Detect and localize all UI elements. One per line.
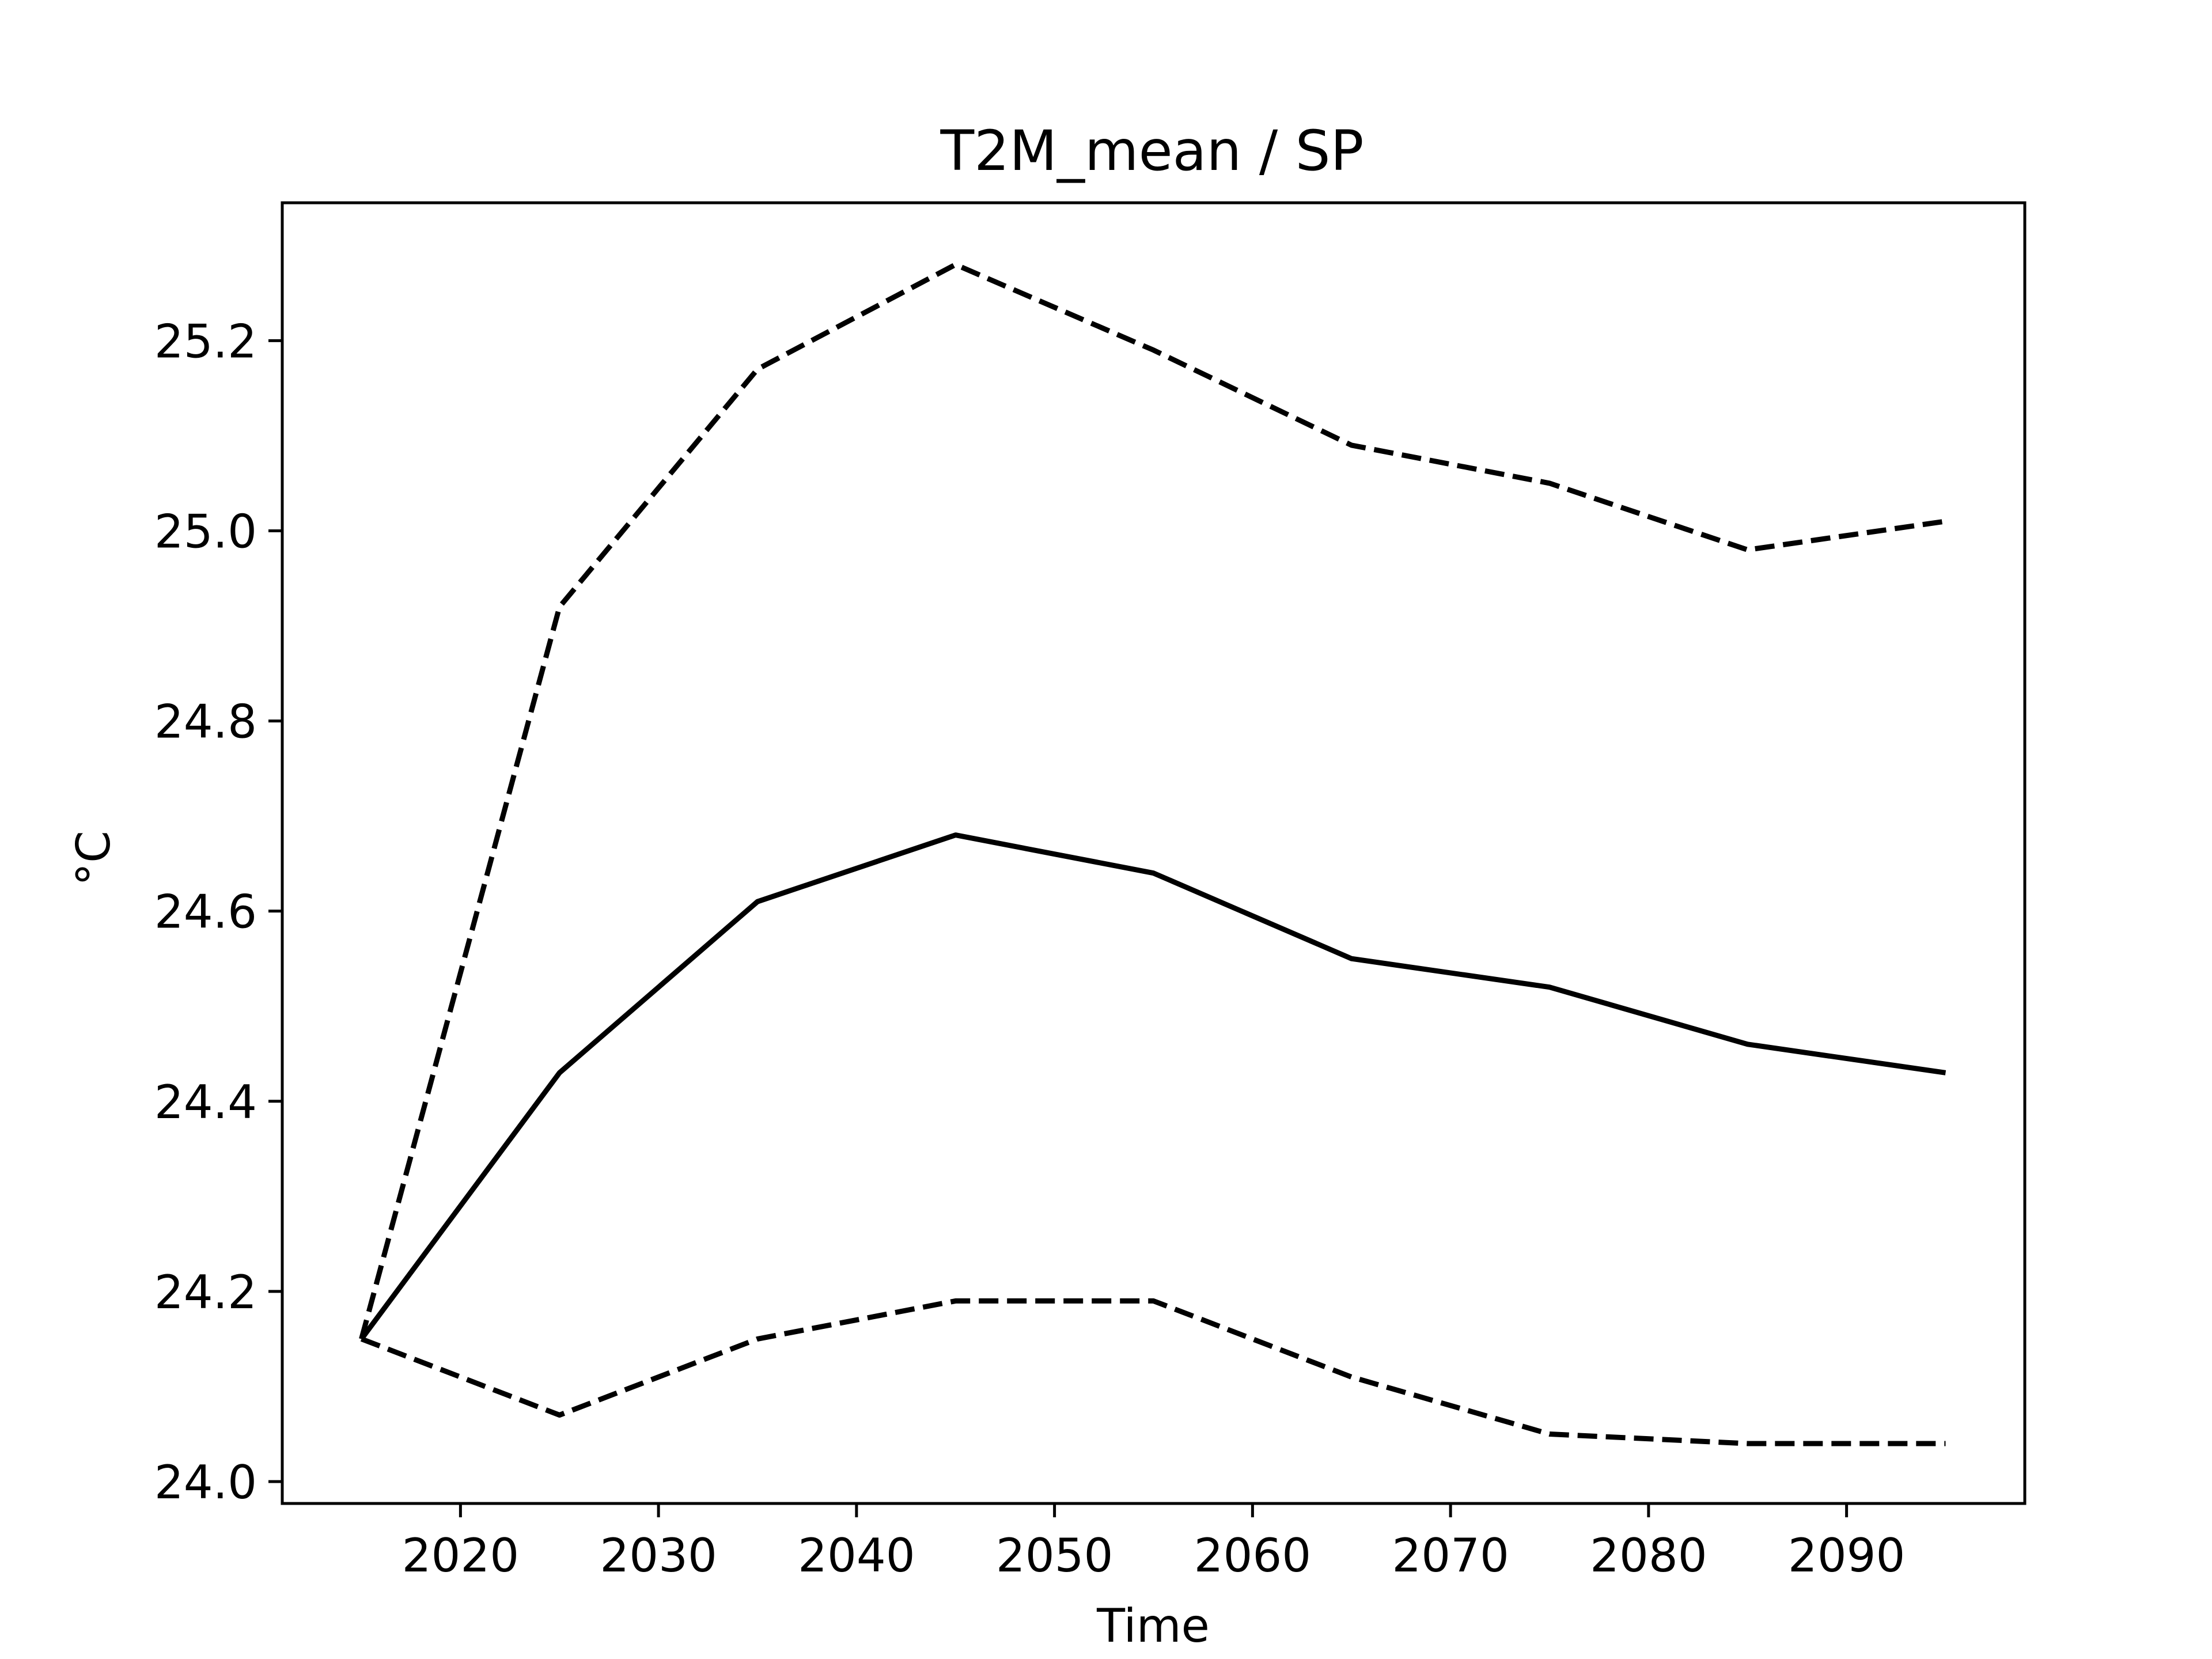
series-line-3 (360, 1298, 1946, 1446)
y-tick-label: 24.8 (154, 695, 257, 749)
x-tick-label: 2050 (996, 1529, 1113, 1582)
plot-frame (281, 201, 2027, 1505)
x-axis-label: Time (1096, 1599, 1210, 1653)
chart-title: T2M_mean / SP (940, 119, 1364, 183)
series-line-2 (359, 262, 1946, 1340)
x-tick-label: 2060 (1194, 1529, 1312, 1582)
x-tick-label: 2020 (402, 1529, 520, 1582)
y-axis-label: °C (67, 831, 120, 886)
series-layer (359, 262, 1946, 1446)
y-tick-label: 24.0 (154, 1456, 257, 1509)
y-tick-label: 24.2 (154, 1266, 257, 1319)
series-line-1 (359, 832, 1946, 1341)
y-axis: 24.0 24.2 24.4 24.6 24.8 25.0 25.2 (154, 315, 282, 1509)
y-tick-label: 24.6 (154, 885, 257, 939)
x-tick-label: 2070 (1392, 1529, 1509, 1582)
y-tick-label: 25.0 (154, 505, 257, 558)
x-axis: 2020 2030 2040 2050 2060 2070 2080 2090 (402, 1503, 1906, 1582)
x-tick-label: 2040 (798, 1529, 915, 1582)
x-tick-label: 2080 (1590, 1529, 1707, 1582)
y-tick-label: 25.2 (154, 315, 257, 368)
y-tick-label: 24.4 (154, 1075, 257, 1129)
x-tick-label: 2030 (600, 1529, 717, 1582)
x-tick-label: 2090 (1788, 1529, 1906, 1582)
